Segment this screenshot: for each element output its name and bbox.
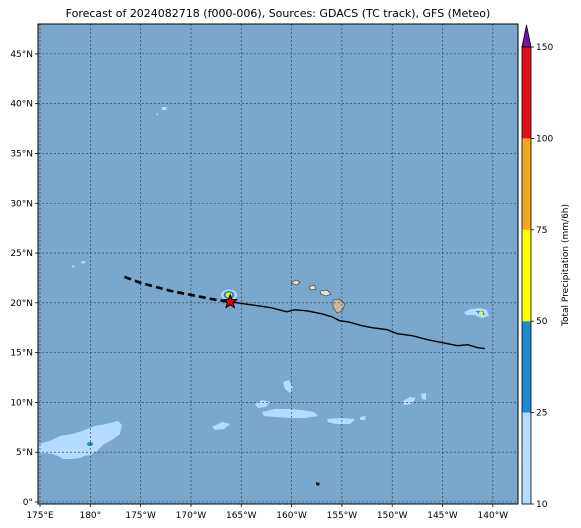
rain-field-east [464,308,489,318]
latitude-ticks: 45°N 40°N 35°N 30°N 25°N 20°N 15°N 10°N 5°N 0° [10,50,38,508]
island-oahu [308,284,317,291]
lat-tick-label: 10°N [10,398,33,408]
colorbar-segment [522,321,531,413]
colorbar-extend-arrow [521,24,532,48]
colorbar-tick-label: 10 [536,500,548,510]
lat-tick-label: 0° [23,498,33,508]
lon-tick-label: 150°W [377,511,408,521]
lat-tick-label: 45°N [10,50,33,60]
island-kauai [290,279,301,286]
track-observed-line [230,301,485,350]
lon-tick-label: 175°W [125,511,156,521]
map-frame [37,23,519,505]
colorbar-tick-label: 75 [536,226,547,236]
colorbar-segment [522,47,531,139]
graticule [38,24,518,504]
lon-tick-label: 180° [79,511,101,521]
lon-tick-label: 175°E [26,511,54,521]
lat-tick-label: 15°N [10,349,33,359]
colorbar-tick-label: 50 [536,317,548,327]
lon-tick-label: 170°W [176,511,207,521]
lat-tick-label: 5°N [16,448,33,458]
colorbar-segment [522,412,531,504]
lat-tick-label: 20°N [10,299,33,309]
island-maui [319,289,332,297]
map-title: Forecast of 2024082718 (f000-006), Sourc… [65,7,491,20]
precipitation-colorbar: 10 25 50 75 100 150 Total Precipitation (mm/6… [521,24,571,510]
lon-tick-label: 145°W [427,511,458,521]
lat-tick-label: 35°N [10,149,33,159]
colorbar-tick-label: 25 [536,409,547,419]
lat-tick-label: 25°N [10,249,33,259]
colorbar-tick-label: 150 [536,43,553,53]
precipitation-fields [39,107,489,459]
lat-tick-label: 40°N [10,100,33,110]
lat-tick-label: 30°N [10,199,33,209]
rain-field-west [39,421,122,459]
lon-tick-label: 155°W [327,511,358,521]
storm-position-star-icon [222,293,239,309]
lon-tick-label: 140°W [478,511,509,521]
lon-tick-label: 160°W [276,511,307,521]
track-forecast-line [124,275,231,304]
colorbar-tick-label: 100 [536,134,553,144]
island-small [316,482,320,486]
colorbar-segment [522,229,531,322]
longitude-ticks: 175°E 180° 175°W 170°W 165°W 160°W 155°W 150°W 1… [26,504,508,521]
colorbar-segment [522,138,531,230]
colorbar-label: Total Precipitation (mm/6h) [561,204,571,327]
lon-tick-label: 165°W [226,511,257,521]
